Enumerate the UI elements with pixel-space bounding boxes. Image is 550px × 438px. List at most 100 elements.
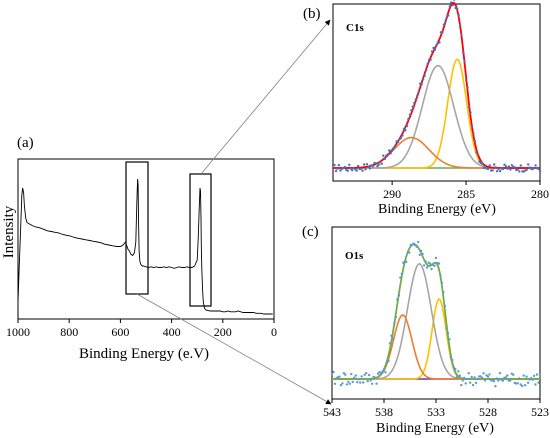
panel-b-data-point [411, 105, 414, 108]
panel-c-data-point [442, 291, 445, 294]
panel-b-data-point [537, 167, 540, 171]
panel-a-letter: (a) [17, 135, 34, 151]
panel-c-data-point [363, 373, 366, 376]
panel-c-data-point [452, 366, 455, 369]
panel-b-data-point [473, 139, 477, 143]
panel-b-data-point [380, 162, 383, 165]
panel-b-data-point [484, 165, 487, 169]
panel-b-data-point [460, 33, 463, 37]
panel-b-data-point [451, 3, 454, 7]
panel-c-data-point [529, 377, 533, 380]
panel-c-data-point [338, 375, 341, 378]
panel-c-data-point [360, 375, 363, 378]
panel-c-data-point [518, 377, 521, 380]
panel-b-data-point [495, 170, 499, 173]
panel-b-data-point [476, 153, 480, 156]
panel-b-data-point [426, 62, 429, 66]
panel-b-data-point [444, 20, 447, 24]
panel-c-data-point [532, 374, 536, 378]
panel-c-data-point [531, 378, 534, 381]
panel-b-data-point [429, 58, 432, 61]
survey-spectrum-line [17, 178, 273, 315]
panel-b-data-point [339, 169, 342, 172]
panel-c-data-point [417, 240, 420, 244]
panel-b-data-point [364, 168, 367, 171]
panel-c-data-point [422, 264, 426, 267]
panel-c-data-point [523, 384, 527, 387]
panel-b-data-point [447, 14, 450, 17]
panel-c-x-tick-label: 533 [427, 405, 445, 419]
panel-b-data-point [348, 163, 351, 166]
panel-b-data-point [442, 23, 446, 26]
panel-c-data-point [408, 251, 411, 254]
c1s-region-box [189, 173, 212, 307]
panel-b-data-point [453, 0, 456, 1]
panel-c-data-point [351, 380, 354, 384]
panel-b-data-point [445, 16, 448, 19]
panel-c-data-point [391, 337, 395, 340]
panel-b-data-point [334, 169, 338, 173]
panel-b-data-point [525, 168, 528, 171]
panel-c-data-point [332, 370, 335, 374]
panel-b-data-point [417, 90, 420, 93]
panel-c-data-point [347, 380, 350, 383]
o1s-region-box [125, 161, 149, 295]
panel-c-data-point [537, 381, 540, 384]
panel-c-data-point [397, 294, 401, 297]
panel-c-data-point [471, 383, 475, 387]
panel-b-data-point [519, 164, 522, 167]
panel-b-data-point [362, 163, 366, 166]
panel-b-data-point [416, 94, 419, 97]
panel-b-data-point [494, 166, 497, 169]
panel-b-data-point [425, 69, 428, 72]
connector-to-o1s [136, 293, 332, 405]
panel-c-data-point [467, 372, 470, 375]
panel-c-data-point [354, 374, 357, 377]
panel-c-data-point [519, 383, 522, 386]
panel-b-data-point [497, 167, 500, 171]
panel-b-x-ticks: 290 285 280 [383, 181, 549, 201]
panel-b-data-point [538, 169, 542, 173]
panel-b-data-point [367, 165, 370, 169]
panel-b-data-point [470, 125, 474, 128]
panel-b-data-point [510, 164, 514, 167]
panel-c-data-point [424, 260, 427, 263]
panel-b-data-point [423, 74, 426, 78]
panel-c-data-point [461, 379, 464, 382]
panel-c-data-point [486, 375, 490, 378]
panel-c-data-point [466, 377, 469, 381]
panel-c-plot [330, 240, 542, 388]
panel-b-data-point [504, 165, 508, 168]
panel-b-data-point [488, 164, 491, 167]
panel-c-data-point [344, 373, 347, 376]
panel-c-data-point [488, 373, 491, 376]
panel-c-data-point [492, 380, 496, 383]
panel-c-data-point [365, 371, 368, 375]
panel-a-series [17, 178, 273, 315]
panel-c-data-point [512, 373, 515, 376]
panel-a-x-label: Binding Energy (e.V) [79, 346, 209, 362]
panel-b-data-point [450, 1, 453, 4]
panel-c-data-point [522, 374, 525, 377]
panel-b-data-point [527, 163, 530, 166]
panel-b-data-point [513, 166, 517, 169]
panel-c-data-point [333, 382, 337, 385]
panel-c-data-point [494, 385, 497, 388]
panel-b-data-point [361, 169, 364, 172]
panel-c-data-point [342, 372, 346, 375]
panel-c-data-point [433, 264, 436, 267]
panel-b-data-point [461, 51, 465, 54]
panel-b-data-point [359, 167, 363, 171]
panel-c-data-point [418, 253, 421, 257]
panel-c-data-point [412, 242, 415, 245]
panel-b-data-point [467, 106, 471, 109]
panel-b-data-point [337, 163, 341, 167]
panel-c-component-peak-2 [332, 262, 540, 380]
panel-c-data-point [357, 378, 360, 381]
panel-c-data-point [440, 281, 444, 284]
panel-b-fit-envelope [333, 1, 540, 169]
panel-b-data-point [355, 169, 358, 172]
connector-to-c1s [200, 19, 331, 175]
panel-b-data-point [469, 111, 472, 114]
